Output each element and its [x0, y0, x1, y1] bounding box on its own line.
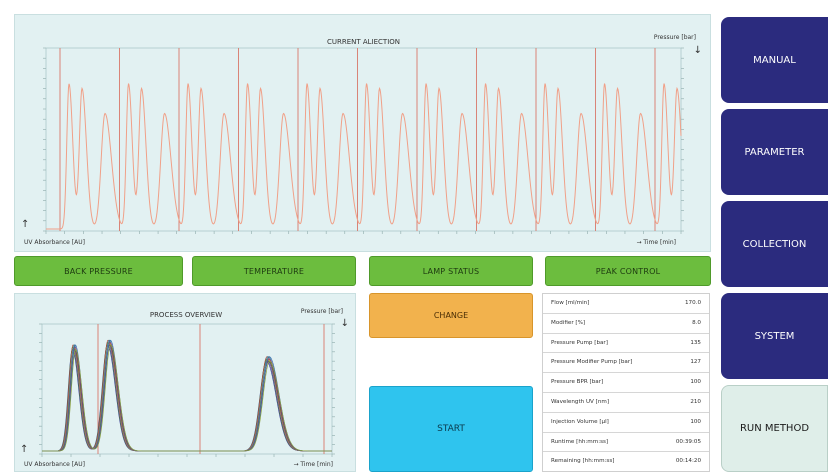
run-method-button[interactable]: RUN METHOD: [721, 385, 828, 472]
overview-pressure-label: Pressure [bar]: [300, 308, 343, 315]
system-button[interactable]: SYSTEM: [721, 293, 828, 379]
parameter-button[interactable]: PARAMETER: [721, 109, 828, 195]
current-up-arrow: ↑: [21, 219, 30, 230]
lamp-status-button[interactable]: LAMP STATUS: [369, 256, 533, 286]
table-row: Modifier [%] 8.0: [543, 314, 709, 334]
process-overview-chart: [39, 323, 335, 457]
change-button[interactable]: CHANGE: [369, 293, 533, 338]
overview-down-arrow: ↓: [340, 318, 349, 329]
table-row: Pressure BPR [bar] 100: [543, 373, 709, 393]
current-injection-panel: CURRENT ALIECTION Pressure [bar] ↓ ↑ UV …: [14, 14, 711, 252]
back-pressure-button[interactable]: BACK PRESSURE: [14, 256, 183, 286]
current-y-axis-label: UV Absorbance [AU]: [24, 239, 85, 246]
overview-markers: [97, 324, 325, 454]
param-label: Wavelength UV [nm]: [551, 399, 610, 405]
param-value: 00:39:05: [675, 438, 701, 445]
param-label: Injection Volume [µl]: [551, 418, 609, 425]
table-row: Pressure Modifier Pump [bar] 127: [543, 353, 709, 374]
param-value: 100: [690, 379, 701, 386]
table-row: Wavelength UV [nm] 210: [543, 393, 709, 413]
temperature-button[interactable]: TEMPERATURE: [192, 256, 356, 286]
process-overview-title: PROCESS OVERVIEW: [149, 311, 223, 319]
current-injection-chart: [43, 47, 684, 234]
param-label: Modifier [%]: [551, 319, 586, 326]
param-label: Pressure Pump [bar]: [551, 339, 608, 346]
current-down-arrow: ↓: [693, 45, 702, 56]
table-row: Remaining [hh:mm:ss] 00:14:20: [543, 452, 709, 472]
overview-y-axis-label: UV Absorbance [AU]: [24, 461, 85, 468]
current-axis-ticks: [43, 47, 684, 234]
process-overview-panel: PROCESS OVERVIEW Pressure [bar] ↓ ↑ UV A…: [14, 293, 356, 472]
current-injection-markers: [59, 48, 656, 231]
overview-overlaid-traces: [42, 339, 332, 452]
peak-control-button[interactable]: PEAK CONTROL: [545, 256, 711, 286]
manual-button[interactable]: MANUAL: [721, 17, 828, 103]
overview-plot-area: [41, 323, 333, 455]
current-injection-title: CURRENT ALIECTION: [326, 38, 401, 46]
param-value: 210: [690, 399, 701, 405]
collection-button[interactable]: COLLECTION: [721, 201, 828, 287]
param-label: Remaining [hh:mm:ss]: [551, 458, 615, 465]
table-row: Runtime [hh:mm:ss] 00:39:05: [543, 433, 709, 453]
param-label: Pressure Modifier Pump [bar]: [551, 359, 633, 366]
overview-axis-ticks: [39, 323, 335, 457]
current-pressure-label: Pressure [bar]: [653, 34, 696, 41]
current-x-axis-label: → Time [min]: [636, 239, 676, 246]
table-row: Flow [ml/min] 170.0: [543, 294, 709, 314]
param-value: 8.0: [692, 319, 701, 326]
param-value: 170.0: [684, 300, 701, 306]
overview-x-axis-label: → Time [min]: [293, 461, 333, 468]
overview-up-arrow: ↑: [20, 444, 29, 455]
parameter-table: Flow [ml/min] 170.0 Modifier [%] 8.0 Press…: [542, 293, 710, 472]
table-row: Injection Volume [µl] 100: [543, 413, 709, 433]
param-value: 100: [690, 418, 701, 425]
param-value: 00:14:20: [675, 458, 701, 465]
param-label: Flow [ml/min]: [551, 300, 590, 306]
param-label: Runtime [hh:mm:ss]: [551, 438, 609, 445]
overview-trace: [42, 344, 332, 452]
overview-trace: [42, 344, 332, 452]
param-value: 135: [690, 339, 701, 346]
table-row: Pressure Pump [bar] 135: [543, 334, 709, 354]
current-uv-trace: [46, 83, 682, 230]
param-label: Pressure BPR [bar]: [551, 379, 604, 386]
current-plot-area: [45, 47, 682, 232]
start-button[interactable]: START: [369, 386, 533, 472]
param-value: 127: [690, 359, 701, 366]
